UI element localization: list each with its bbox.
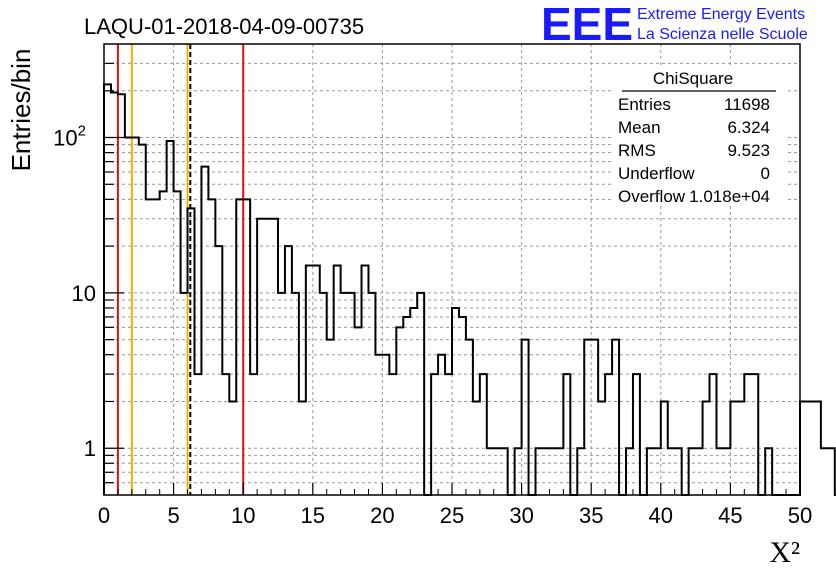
logo-line1: Extreme Energy Events	[637, 6, 805, 23]
x-tick-label: 25	[440, 503, 464, 528]
stats-value: 11698	[724, 95, 770, 114]
x-tick-label: 15	[301, 503, 325, 528]
y-tick-label: 10	[72, 281, 96, 306]
stats-value: 9.523	[727, 141, 770, 160]
x-tick-label: 5	[167, 503, 179, 528]
stats-value: 0	[761, 164, 770, 183]
reference-lines	[116, 44, 245, 495]
stats-title: ChiSquare	[653, 69, 733, 88]
eee-logo: EEE Extreme Energy Events La Scienza nel…	[541, 0, 808, 50]
x-tick-label: 0	[98, 503, 110, 528]
chart-title: LAQU-01-2018-04-09-00735	[84, 14, 364, 39]
x-tick-label: 40	[649, 503, 673, 528]
y-tick-label: 102	[53, 123, 86, 151]
stats-label: Mean	[618, 118, 661, 137]
x-tick-label: 30	[509, 503, 533, 528]
y-axis-label: Entries/bin	[6, 49, 36, 172]
stats-label: RMS	[618, 141, 656, 160]
logo-text: EEE	[541, 0, 633, 50]
logo-line2: La Scienza nelle Scuole	[637, 26, 808, 43]
stats-value: 1.018e+04	[689, 187, 770, 206]
stats-box-background	[612, 66, 786, 206]
y-tick-label: 1	[84, 436, 96, 461]
axis-ticks: 0 5 10 15 20 25 30 35 40 45 50 1 10 102	[53, 62, 812, 528]
x-tick-label: 35	[579, 503, 603, 528]
stats-label: Overflow	[618, 187, 686, 206]
stats-label: Underflow	[618, 164, 695, 183]
histogram-outline	[103, 83, 836, 496]
x-tick-label: 10	[231, 503, 255, 528]
stats-label: Entries	[618, 95, 671, 114]
x-axis-label: X²	[769, 536, 800, 569]
stats-value: 6.324	[727, 118, 770, 137]
x-tick-label: 45	[718, 503, 742, 528]
stats-box: ChiSquare Entries 11698 Mean 6.324 RMS 9…	[612, 66, 786, 206]
x-tick-label: 20	[370, 503, 394, 528]
x-tick-label: 50	[788, 503, 812, 528]
